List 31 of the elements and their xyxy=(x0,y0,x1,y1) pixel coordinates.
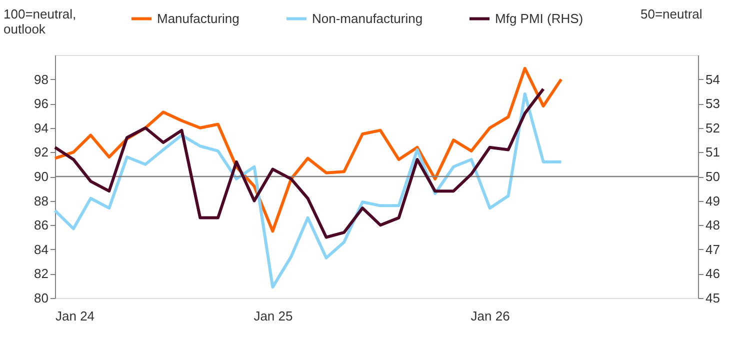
y2-tick-label: 46 xyxy=(706,266,720,282)
y-axis-title: 100=neutral, outlook xyxy=(4,6,76,36)
y2-tick-label: 47 xyxy=(706,242,720,257)
y2-tick-label: 49 xyxy=(706,193,720,208)
y2-tick-label: 54 xyxy=(706,72,720,87)
x-tick-label: Jan 25 xyxy=(254,308,293,324)
y-tick-label: 90 xyxy=(34,169,48,184)
line-series xyxy=(54,66,563,233)
y-tick-label: 94 xyxy=(34,120,48,136)
legend-label: Manufacturing xyxy=(157,10,240,26)
x-tick-label: Jan 24 xyxy=(56,308,95,324)
y2-tick-label: 45 xyxy=(706,290,720,306)
y-tick-label: 82 xyxy=(34,266,48,282)
y2-tick-label: 51 xyxy=(706,144,720,160)
y2-tick-label: 48 xyxy=(706,218,720,233)
x-tick-label: Jan 26 xyxy=(470,308,510,324)
y2-axis-title: 50=neutral xyxy=(640,6,702,22)
y2-tick-label: 50 xyxy=(706,169,720,184)
y-tick-label: 88 xyxy=(34,193,48,208)
y-tick-label: 80 xyxy=(34,290,48,306)
y-tick-label: 86 xyxy=(34,218,48,233)
line-series xyxy=(54,88,545,239)
legend-label: Mfg PMI (RHS) xyxy=(495,10,584,26)
y-tick-label: 96 xyxy=(34,96,48,112)
legend-label: Non-manufacturing xyxy=(312,10,423,26)
y-tick-label: 92 xyxy=(34,144,48,160)
y2-tick-label: 52 xyxy=(706,120,720,136)
line-series xyxy=(54,92,563,289)
y-tick-label: 84 xyxy=(34,242,48,257)
y-tick-label: 98 xyxy=(34,72,48,87)
y2-tick-label: 53 xyxy=(706,96,720,112)
